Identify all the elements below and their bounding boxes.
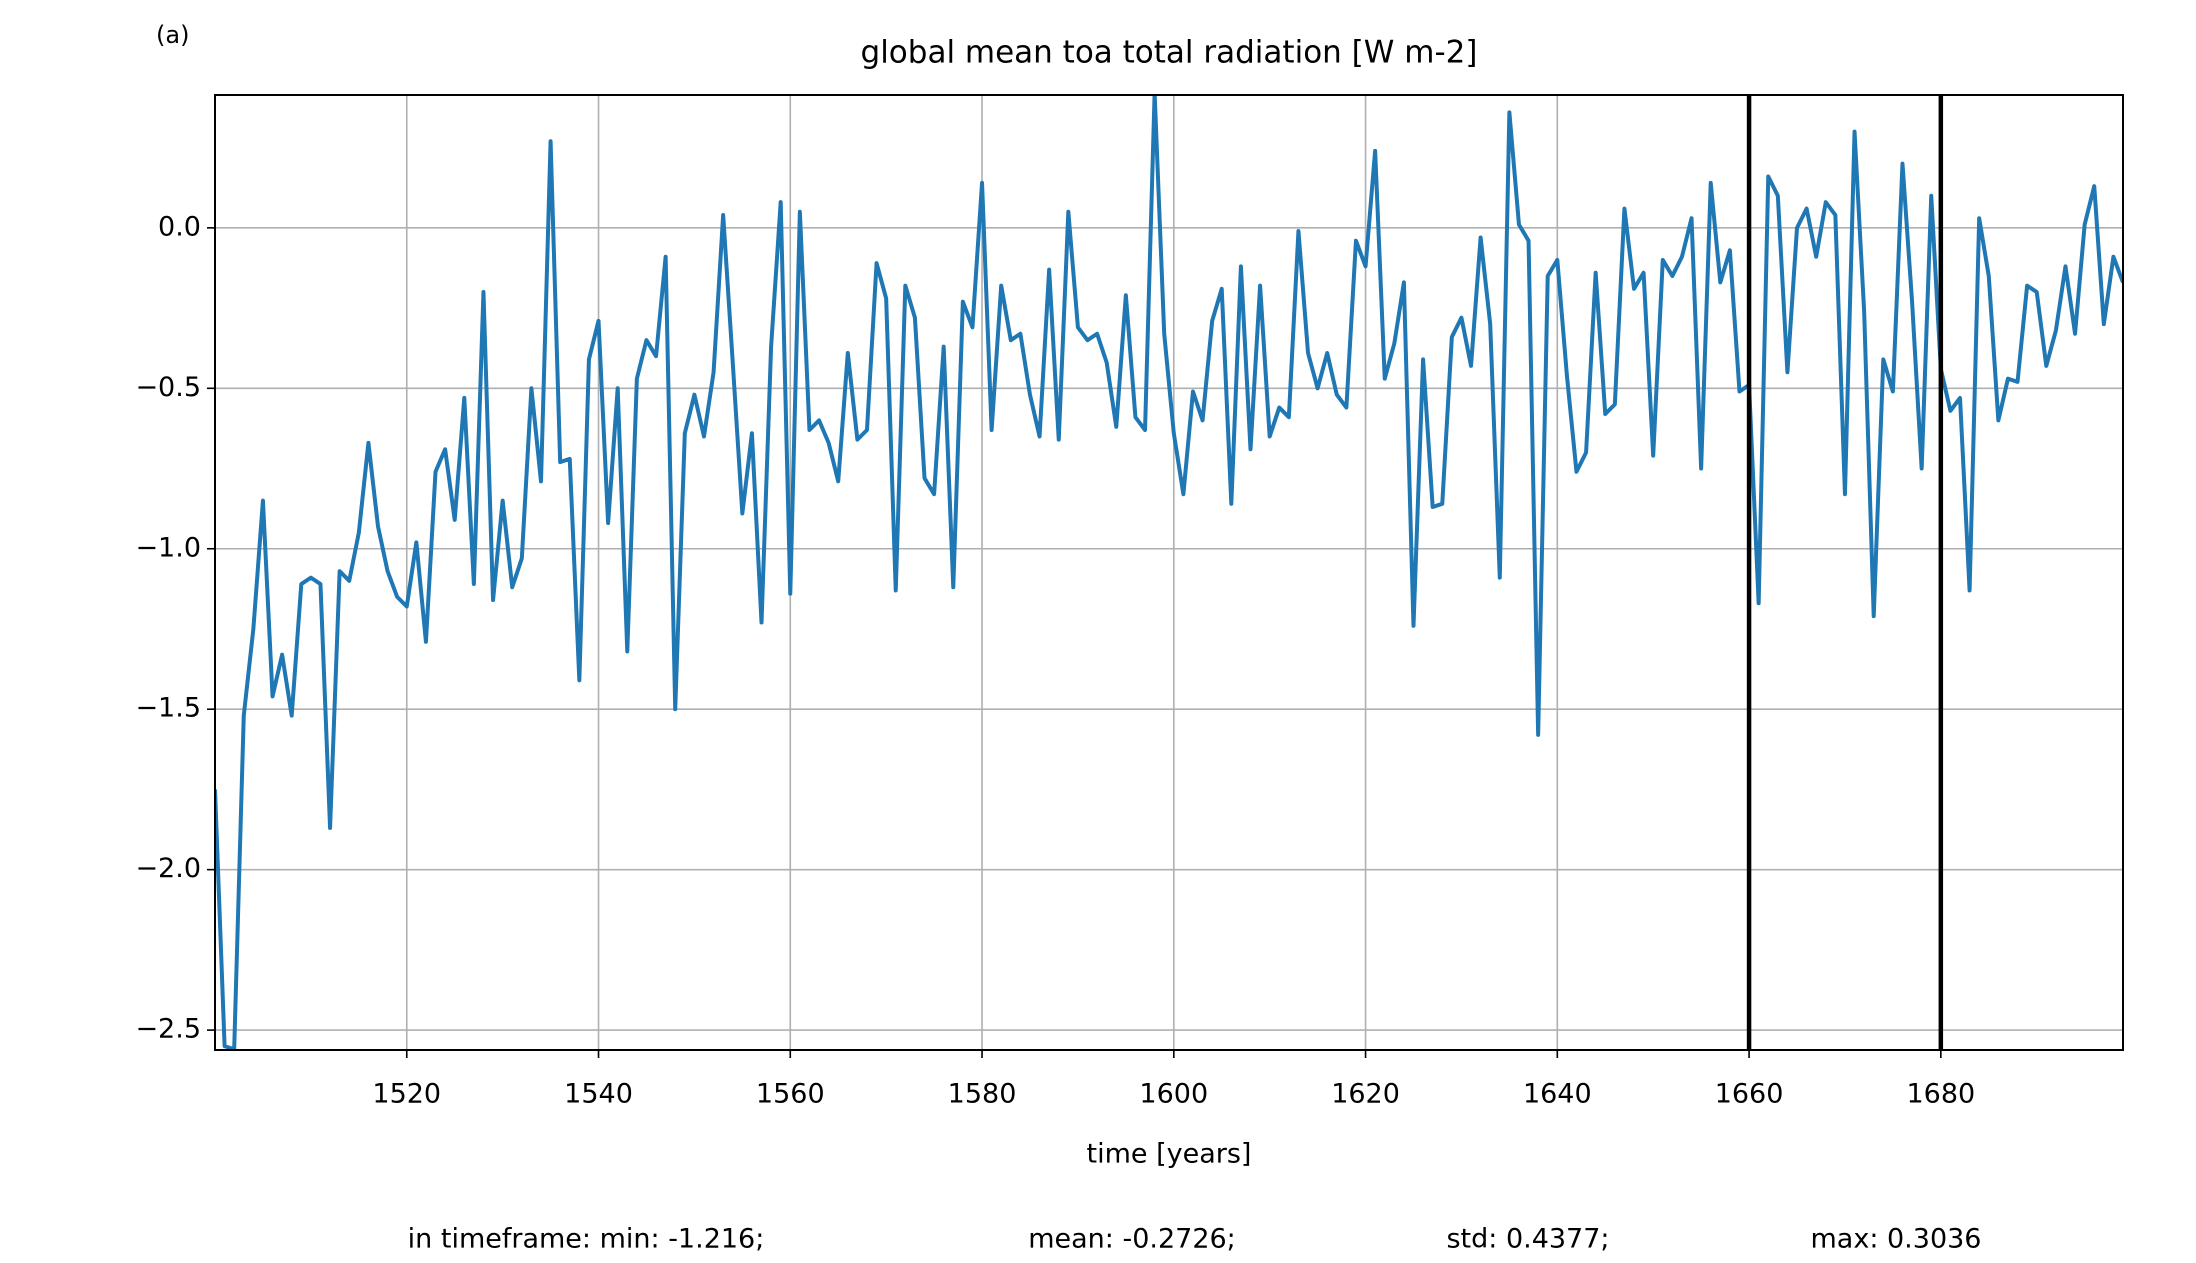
x-tick-label: 1560	[756, 1079, 825, 1110]
plot-area	[215, 95, 2123, 1050]
stats-annotation: in timeframe: min: -1.216;	[408, 1224, 765, 1255]
labels: 1520 1540 1560 1580 1600 1620 1640 1660 1680 −2.5…	[135, 211, 1981, 1254]
stats-annotation: mean: -0.2726;	[1028, 1224, 1236, 1255]
data-line	[215, 95, 2123, 1050]
panel-label: (a)	[156, 21, 189, 49]
chart-title: global mean toa total radiation [W m-2]	[861, 35, 1478, 71]
x-tick-label: 1540	[564, 1079, 633, 1110]
x-tick-label: 1620	[1331, 1079, 1400, 1110]
y-tick-label: −2.5	[135, 1014, 201, 1045]
y-tick-label: −1.0	[135, 532, 201, 563]
x-tick-label: 1520	[372, 1079, 441, 1110]
x-tick-label: 1660	[1715, 1079, 1784, 1110]
x-tick-label: 1640	[1523, 1079, 1592, 1110]
y-tick-label: 0.0	[158, 211, 201, 242]
stats-annotation: max: 0.3036	[1811, 1224, 1982, 1255]
y-tick-label: −2.0	[135, 853, 201, 884]
x-axis-label: time [years]	[1087, 1139, 1252, 1170]
x-tick-label: 1580	[948, 1079, 1017, 1110]
y-tick-label: −1.5	[135, 693, 201, 724]
x-tick-label: 1680	[1906, 1079, 1975, 1110]
stats-annotation: std: 0.4377;	[1446, 1224, 1609, 1255]
axes-frame	[214, 94, 2124, 1051]
y-tick-label: −0.5	[135, 372, 201, 403]
x-tick-label: 1600	[1139, 1079, 1208, 1110]
